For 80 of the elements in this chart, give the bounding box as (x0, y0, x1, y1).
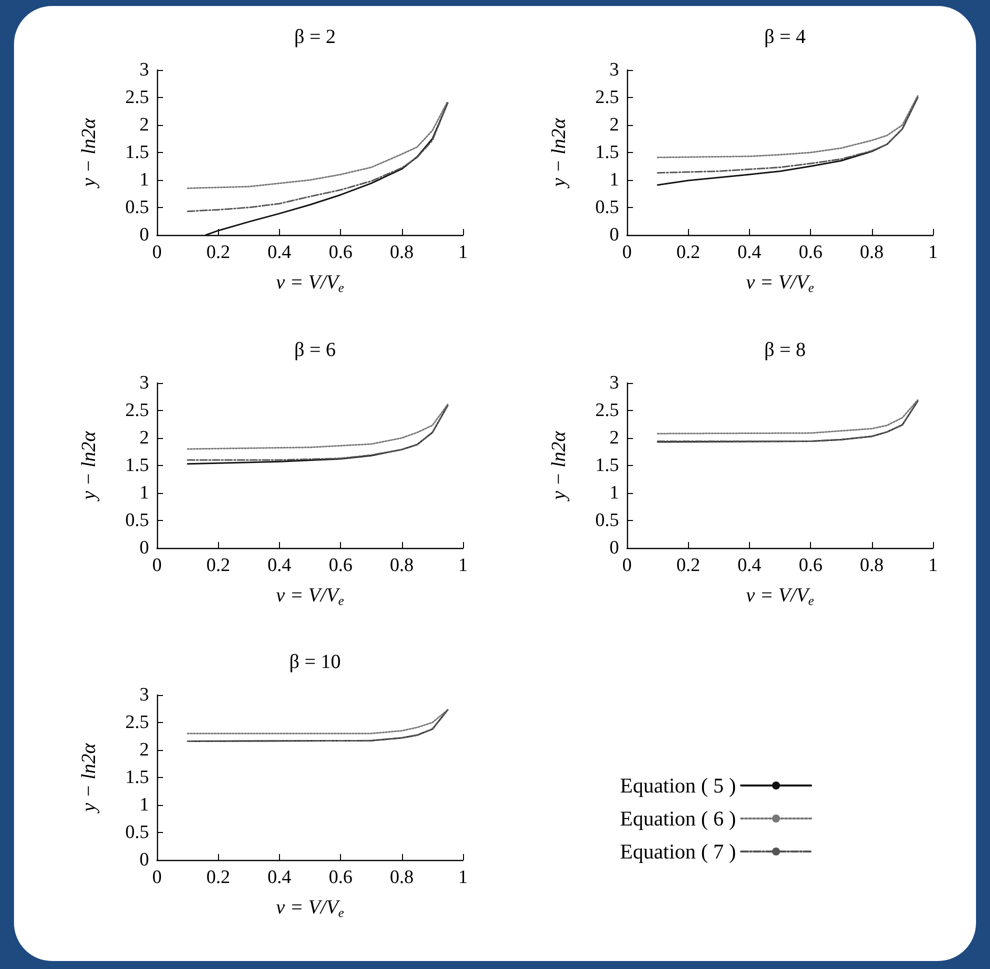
x-tick-label: 0.6 (798, 555, 822, 576)
line-series (186, 100, 448, 189)
y-axis-title: y − ln2α (78, 742, 100, 814)
y-tick-label: 2.5 (125, 87, 149, 108)
chart-title: β = 2 (294, 26, 336, 48)
y-tick-label: 0.5 (595, 197, 619, 218)
y-tick-label: 0.5 (125, 197, 149, 218)
x-tick-label: 0.2 (676, 242, 700, 263)
x-tick-label: 0.2 (206, 242, 230, 263)
y-axis-title: y − ln2α (78, 118, 100, 189)
x-tick-label: 0.8 (860, 555, 884, 576)
y-tick-label: 2 (610, 428, 619, 448)
y-tick-label: 1.5 (125, 767, 149, 788)
y-tick-label: 2 (140, 740, 149, 760)
y-tick-label: 1.5 (595, 142, 619, 163)
x-tick-label: 1 (458, 867, 468, 888)
y-tick-label: 0 (610, 538, 619, 558)
y-tick-label: 2 (140, 114, 149, 136)
y-tick-label: 2 (140, 428, 149, 448)
y-tick-label: 1 (610, 482, 619, 504)
line-series (186, 404, 448, 450)
y-tick-label: 0 (140, 850, 149, 870)
y-tick-label: 0.5 (125, 822, 149, 843)
x-tick-label: 1 (458, 242, 468, 263)
legend-label: Equation ( 5 ) (620, 774, 736, 798)
line-series (656, 399, 918, 434)
chart-title: β = 10 (289, 651, 341, 673)
x-tick-label: 0.6 (328, 555, 352, 576)
y-axis-title: y − ln2α (548, 118, 570, 189)
line-series (186, 709, 448, 742)
y-tick-label: 3 (140, 684, 149, 706)
chart-title: β = 6 (294, 339, 336, 361)
y-tick-label: 1 (140, 794, 149, 816)
x-tick-label: 0.2 (206, 867, 230, 888)
y-tick-label: 1 (610, 170, 619, 190)
y-tick-label: 2.5 (125, 712, 149, 733)
y-tick-label: 3 (140, 372, 149, 394)
line-series (186, 709, 448, 734)
y-tick-label: 2.5 (595, 400, 619, 421)
x-tick-label: 1 (928, 555, 938, 576)
x-tick-label: 0.6 (328, 242, 352, 263)
y-tick-label: 0.5 (595, 510, 619, 531)
y-tick-label: 3 (610, 60, 619, 80)
chart-title: β = 8 (764, 339, 806, 361)
y-axis-title: y − ln2α (548, 430, 570, 502)
y-tick-label: 0 (140, 224, 149, 246)
x-tick-label: 0.4 (738, 555, 762, 576)
x-tick-label: 0.8 (860, 242, 884, 263)
legend-label: Equation ( 7 ) (620, 840, 736, 864)
x-tick-label: 0.2 (676, 555, 700, 576)
y-tick-label: 2 (610, 114, 619, 136)
x-tick-label: 0.4 (268, 555, 292, 576)
x-tick-label: 0.6 (798, 242, 822, 263)
x-tick-label: 0.4 (268, 867, 292, 888)
y-tick-label: 2.5 (125, 400, 149, 421)
x-tick-label: 0.8 (390, 867, 414, 888)
y-tick-label: 0 (140, 538, 149, 558)
y-tick-label: 1 (140, 170, 149, 190)
chart-title: β = 4 (764, 26, 806, 48)
y-tick-label: 1 (140, 482, 149, 504)
x-tick-label: 0.4 (268, 242, 292, 263)
x-tick-label: 0.8 (390, 555, 414, 576)
y-tick-label: 3 (140, 60, 149, 80)
x-tick-label: 0.2 (206, 555, 230, 576)
y-tick-label: 0.5 (125, 510, 149, 531)
y-tick-label: 1.5 (595, 455, 619, 476)
x-tick-label: 0.8 (390, 242, 414, 263)
legend-label: Equation ( 6 ) (620, 806, 736, 830)
x-tick-label: 1 (458, 555, 468, 576)
y-tick-label: 0 (610, 224, 619, 246)
y-axis-title: y − ln2α (78, 430, 100, 502)
y-tick-label: 2.5 (595, 87, 619, 108)
y-tick-label: 3 (610, 372, 619, 394)
x-tick-label: 0.6 (328, 867, 352, 888)
line-series (656, 95, 918, 158)
x-tick-label: 1 (928, 242, 938, 263)
y-tick-label: 1.5 (125, 455, 149, 476)
line-series (186, 102, 448, 212)
y-tick-label: 1.5 (125, 142, 149, 163)
x-tick-label: 0.4 (738, 242, 762, 263)
